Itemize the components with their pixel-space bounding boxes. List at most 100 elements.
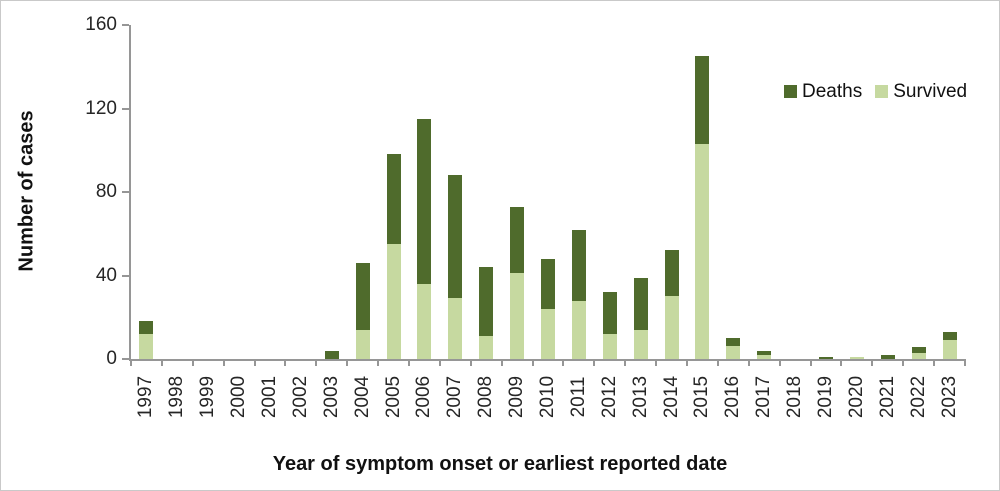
bar-2015-deaths [695,56,710,144]
x-tick-label-2004: 2004 [351,375,373,419]
x-tick [130,359,132,366]
x-tick-label-1998: 1998 [166,375,188,419]
x-tick [809,359,812,366]
bar-2022-deaths [911,346,926,353]
x-tick-label-2009: 2009 [506,375,528,419]
x-tick [315,359,318,366]
x-axis-title: Year of symptom onset or earliest report… [272,453,728,475]
x-tick [160,359,163,366]
bar-2003-deaths [324,350,339,359]
bar-2004-survived [355,329,370,359]
legend-item-deaths: Deaths [784,81,863,102]
y-tick [122,24,129,26]
x-tick-label-2015: 2015 [691,375,713,419]
bar-2007-survived [448,298,463,359]
bar-2020-survived [849,356,864,359]
x-tick [500,359,503,366]
bar-2005-deaths [386,154,401,245]
x-tick [346,359,349,366]
x-tick [191,359,194,366]
bar-2017-deaths [757,350,772,355]
legend: Deaths Survived [784,81,967,102]
x-tick [562,359,565,366]
x-tick-label-2023: 2023 [938,375,960,419]
bar-2023-survived [942,340,957,359]
x-tick-label-2018: 2018 [784,375,806,419]
x-tick-label-2007: 2007 [444,375,466,419]
bar-2009-deaths [510,206,525,274]
y-tick-label-0: 0 [106,348,117,369]
x-tick [284,359,287,366]
x-tick [964,359,966,366]
x-tick-label-2013: 2013 [629,375,651,419]
x-tick [716,359,719,366]
bar-2021-deaths [880,354,895,359]
bar-2011-survived [571,300,586,359]
bar-2013-deaths [633,277,648,330]
y-tick-label-120: 120 [85,97,117,119]
x-tick [253,359,256,366]
legend-item-survived: Survived [875,82,967,101]
bar-2011-deaths [571,229,586,301]
x-tick-label-2003: 2003 [320,375,342,419]
bar-2004-deaths [355,262,370,330]
bar-2010-survived [541,308,555,359]
bar-1997-deaths [139,321,154,334]
x-tick [902,359,905,366]
bar-2008-survived [479,336,494,359]
bar-2013-survived [633,329,648,359]
x-tick-label-2017: 2017 [753,375,775,419]
bar-2015-survived [695,144,710,359]
bar-2023-deaths [942,331,957,341]
bar-2006-survived [417,283,432,359]
bar-2012-deaths [602,292,617,334]
x-tick [686,359,688,366]
x-tick [593,359,596,366]
x-tick-label-2002: 2002 [289,375,311,419]
y-tick [122,107,129,110]
plot-area: 0 40 80 120 160 1997 1998 1999 2000 2001 2002 2003… [85,14,966,418]
bar-2016-survived [726,346,741,359]
x-tick-label-2005: 2005 [382,375,404,419]
x-tick [933,359,936,366]
x-tick [778,359,781,366]
bar-2012-survived [602,333,617,359]
bar-2014-survived [664,296,679,359]
x-tick [438,359,441,366]
y-tick [122,274,129,277]
x-tick-label-2001: 2001 [259,375,280,419]
bar-2009-survived [510,273,525,359]
x-tick-label-2006: 2006 [413,375,435,419]
x-tick [871,359,874,366]
survived-swatch-icon [875,85,889,98]
x-tick-label-2014: 2014 [660,375,682,419]
bar-2007-deaths [448,175,463,299]
x-tick [222,359,225,366]
x-tick-label-2012: 2012 [598,375,620,419]
x-tick-label-2021: 2021 [876,375,898,419]
x-tick [469,359,472,366]
deaths-swatch-icon [784,85,797,98]
y-tick-label-80: 80 [95,181,117,202]
x-tick-label-2011: 2011 [567,376,589,418]
y-tick-label-40: 40 [95,264,117,286]
x-tick [655,359,658,366]
bar-2005-survived [386,244,401,359]
x-tick [531,359,534,366]
bar-2014-deaths [664,250,679,297]
bar-2010-deaths [541,258,555,309]
x-tick-label-2022: 2022 [907,375,929,419]
y-axis-title: Number of cases [15,110,38,272]
x-tick [408,359,410,366]
bar-1997-survived [139,333,154,359]
x-tick-label-2019: 2019 [815,375,836,419]
x-tick-label-2010: 2010 [537,375,558,419]
bar-2022-survived [911,352,926,359]
x-tick-label-2008: 2008 [475,375,497,419]
x-tick-label-2020: 2020 [845,375,867,419]
y-tick [122,191,129,193]
y-tick [122,358,129,360]
y-tick-label-160: 160 [85,14,117,35]
legend-label-deaths: Deaths [802,81,863,102]
